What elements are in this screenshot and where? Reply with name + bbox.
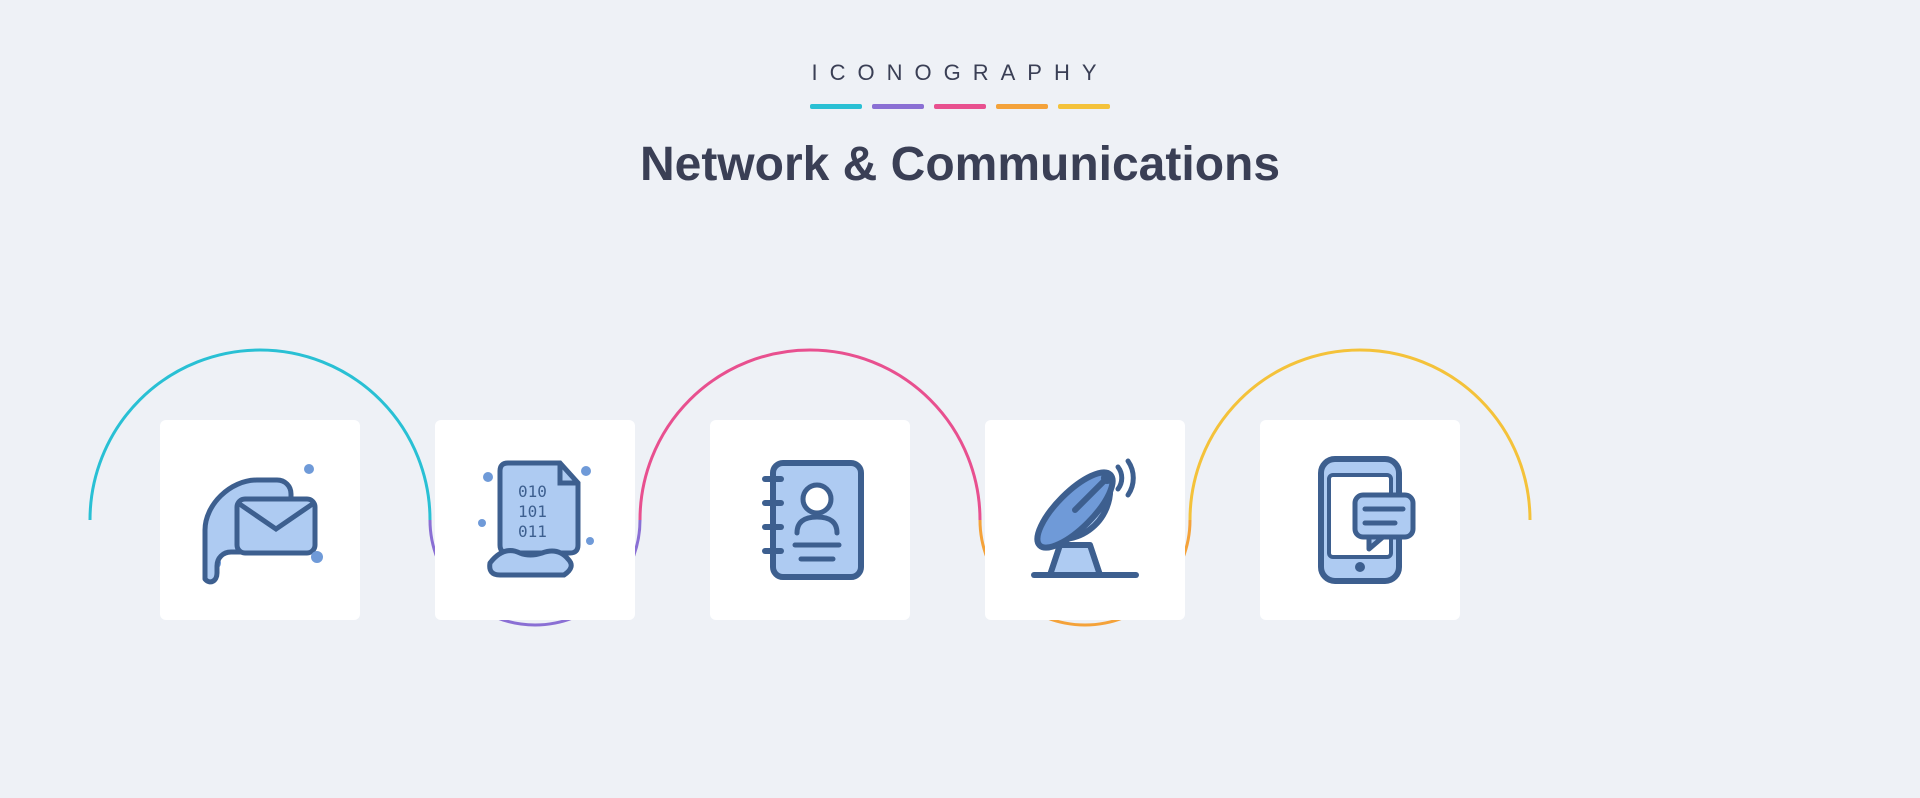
accent-bar: [934, 104, 986, 109]
icon-card: [160, 420, 360, 620]
phone-mail-icon: [185, 445, 335, 595]
svg-text:011: 011: [518, 522, 547, 541]
icon-card: 010 101 011: [435, 420, 635, 620]
brand-label: ICONOGRAPHY: [0, 60, 1920, 86]
accent-bar: [810, 104, 862, 109]
icon-card: [710, 420, 910, 620]
svg-text:010: 010: [518, 482, 547, 501]
icon-card: [985, 420, 1185, 620]
accent-bar: [996, 104, 1048, 109]
contact-book-icon: [735, 445, 885, 595]
accent-bar: [1058, 104, 1110, 109]
satellite-dish-icon: [1010, 445, 1160, 595]
hand-binary-file-icon: 010 101 011: [460, 445, 610, 595]
accent-row: [0, 104, 1920, 109]
page-title: Network & Communications: [0, 137, 1920, 192]
mobile-chat-icon: [1285, 445, 1435, 595]
icon-stage: 010 101 011: [0, 280, 1920, 760]
header: ICONOGRAPHY Network & Communications: [0, 60, 1920, 192]
accent-bar: [872, 104, 924, 109]
svg-text:101: 101: [518, 502, 547, 521]
icon-card: [1260, 420, 1460, 620]
